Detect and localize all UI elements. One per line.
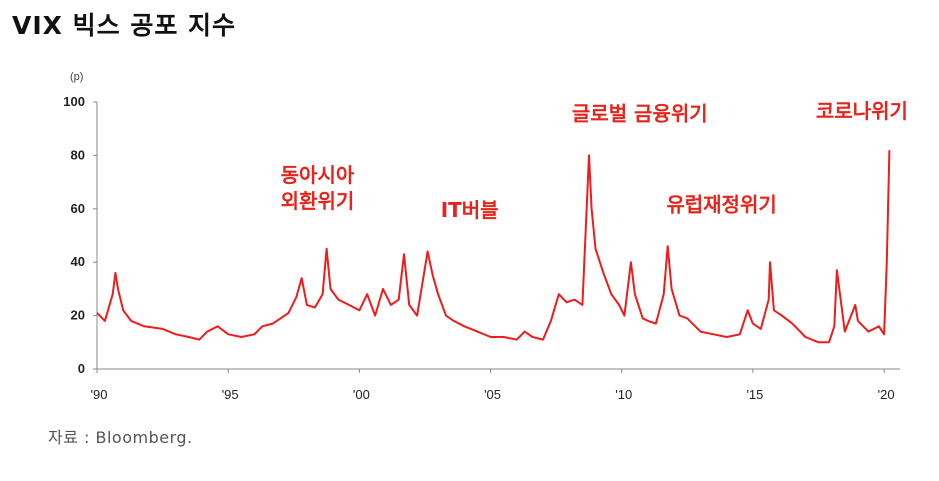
event-annotation-line: 유럽재정위기 (666, 192, 776, 216)
chart-title: VIX 빅스 공포 지수 (12, 11, 237, 40)
event-annotation-line: IT버블 (441, 198, 499, 222)
y-tick-label: 100 (63, 94, 85, 109)
y-unit-label: (p) (70, 71, 83, 83)
event-annotation: 글로벌 금융위기 (572, 102, 708, 126)
vix-series-line (96, 150, 891, 344)
event-annotation-line: 외환위기 (281, 189, 355, 213)
y-tick-label: 0 (78, 361, 85, 376)
event-annotation: 코로나위기 (816, 99, 908, 123)
event-annotation-line: 동아시아 (281, 163, 355, 187)
x-tick-label: '05 (484, 387, 501, 402)
event-annotation-line: 글로벌 금융위기 (572, 102, 708, 126)
x-tick-label: '95 (222, 387, 239, 402)
y-tick-label: 40 (71, 254, 85, 269)
axes (93, 101, 900, 373)
x-tick-label: '15 (746, 387, 763, 402)
source-note: 자료 : Bloomberg. (48, 428, 193, 447)
event-annotation-line: 코로나위기 (816, 99, 908, 123)
event-annotation: 동아시아 외환위기 (281, 163, 355, 213)
plot-area (96, 150, 891, 344)
event-annotation: IT버블 (441, 198, 499, 222)
y-tick-label: 60 (71, 201, 85, 216)
event-annotation: 유럽재정위기 (666, 192, 776, 216)
y-tick-label: 20 (71, 308, 85, 323)
tick-labels: (p) 0 20 40 60 80 100 '90 '95 '00 '05 '10 '15 '20 (63, 71, 894, 402)
x-tick-label: '10 (615, 387, 632, 402)
x-tick-label: '20 (878, 387, 895, 402)
y-tick-label: 80 (71, 147, 85, 162)
x-tick-label: '90 (91, 387, 108, 402)
x-tick-label: '00 (353, 387, 370, 402)
